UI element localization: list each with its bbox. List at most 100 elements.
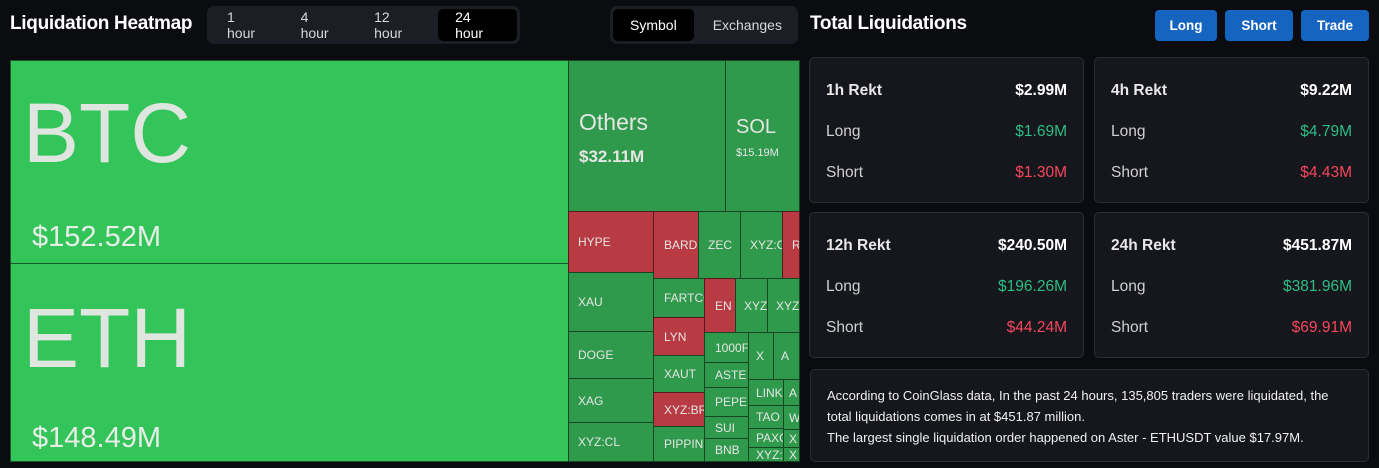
heatmap-tile[interactable]: XYZ:: [748, 447, 784, 462]
heatmap-tile[interactable]: LINK: [748, 379, 784, 406]
rekt-card-1h: 1h Rekt $2.99M Long $1.69M Short $1.30M: [809, 57, 1084, 203]
view-option-exchanges[interactable]: Exchanges: [712, 17, 782, 33]
heatmap-tile[interactable]: XAG: [568, 378, 654, 423]
tile-symbol: XAUT: [664, 367, 697, 381]
card-label: 12h Rekt: [826, 237, 891, 254]
heatmap-tile[interactable]: 1000F: [704, 332, 749, 363]
tile-symbol: XYZ:BR: [664, 402, 705, 417]
heatmap-tile[interactable]: BARD: [653, 211, 699, 279]
long-value: $196.26M: [998, 278, 1067, 295]
short-label: Short: [1111, 164, 1149, 181]
tile-symbol: SOL: [736, 116, 777, 138]
rekt-card-24h: 24h Rekt $451.87M Long $381.96M Short $69.9…: [1094, 212, 1369, 358]
view-option-symbol[interactable]: Symbol: [613, 9, 694, 41]
heatmap-tile[interactable]: PIPPIN: [653, 426, 705, 462]
card-total: $240.50M: [998, 237, 1067, 254]
heatmap-tile[interactable]: ASTE: [704, 362, 749, 388]
heatmap-tile[interactable]: A: [783, 379, 800, 406]
long-label: Long: [1111, 123, 1146, 140]
liquidation-summary: According to CoinGlass data, In the past…: [810, 369, 1369, 462]
tile-value: $148.49M: [32, 422, 161, 454]
time-option-12h[interactable]: 12 hour: [374, 9, 403, 41]
short-label: Short: [826, 164, 864, 181]
heatmap-tile[interactable]: A: [773, 332, 800, 380]
tile-symbol: SUI: [715, 420, 736, 435]
heatmap-tile[interactable]: SUI: [704, 416, 749, 439]
heatmap-tile-eth[interactable]: ETH $148.49M: [10, 263, 569, 462]
long-button[interactable]: Long: [1155, 10, 1217, 41]
heatmap-tile[interactable]: LYN: [653, 317, 705, 356]
heatmap-tile[interactable]: W: [783, 405, 800, 430]
heatmap-tile[interactable]: XYZ:BR: [653, 392, 705, 427]
summary-line-2: The largest single liquidation order hap…: [827, 430, 1304, 445]
long-value: $381.96M: [1283, 278, 1352, 295]
tile-symbol: XAG: [578, 393, 604, 408]
tile-symbol: R: [792, 238, 800, 252]
long-label: Long: [826, 123, 861, 140]
tile-value: $152.52M: [32, 221, 161, 253]
heatmap-tile[interactable]: XYZ: [767, 278, 800, 333]
time-range-selector: 1 hour 4 hour 12 hour 24 hour: [207, 6, 520, 44]
tile-symbol: PIPPIN: [664, 437, 704, 451]
tile-symbol: XYZ:CL: [578, 435, 621, 449]
card-label: 24h Rekt: [1111, 237, 1176, 254]
long-label: Long: [826, 278, 861, 295]
heatmap-tile[interactable]: XAU: [568, 272, 654, 332]
card-total: $9.22M: [1300, 82, 1352, 99]
tile-symbol: PAXG: [756, 431, 783, 445]
short-button[interactable]: Short: [1225, 10, 1293, 41]
heatmap-tile-sol[interactable]: SOL $15.19M: [725, 60, 800, 212]
heatmap-tile[interactable]: DOGE: [568, 331, 654, 379]
heatmap-tile[interactable]: X: [783, 447, 800, 462]
tile-symbol: FARTCO: [664, 291, 704, 305]
tile-symbol: BTC: [23, 86, 191, 180]
heatmap-tile-btc[interactable]: BTC $152.52M: [10, 60, 569, 264]
view-selector: Symbol Exchanges: [610, 6, 798, 44]
heatmap-tile[interactable]: X: [783, 429, 800, 448]
card-total: $451.87M: [1283, 237, 1352, 254]
tile-symbol: BARD: [664, 238, 698, 252]
time-option-24h[interactable]: 24 hour: [438, 9, 517, 41]
short-label: Short: [826, 319, 864, 336]
heatmap-tile[interactable]: XYZ: [735, 278, 768, 333]
heatmap-tile[interactable]: PAXG: [748, 428, 784, 448]
heatmap-tile[interactable]: BNB: [704, 438, 749, 462]
tile-symbol: 1000F: [715, 340, 749, 355]
tile-symbol: ZEC: [708, 238, 732, 252]
rekt-card-4h: 4h Rekt $9.22M Long $4.79M Short $4.43M: [1094, 57, 1369, 203]
tile-symbol: X: [756, 349, 765, 363]
tile-symbol: LINK: [756, 385, 783, 400]
tile-symbol: PEPE: [715, 395, 748, 409]
tile-symbol: LYN: [664, 329, 687, 344]
tile-symbol: XYZ: [744, 298, 768, 313]
heatmap-tile[interactable]: X: [748, 332, 774, 380]
tile-symbol: TAO: [756, 410, 780, 424]
heatmap-tile[interactable]: XYZ:CL: [568, 422, 654, 462]
heatmap-tile[interactable]: XAUT: [653, 355, 705, 393]
time-option-4h[interactable]: 4 hour: [300, 9, 329, 41]
time-option-1h[interactable]: 1 hour: [227, 9, 256, 41]
heatmap-tile-others[interactable]: Others $32.11M: [568, 60, 726, 212]
long-label: Long: [1111, 278, 1146, 295]
tile-symbol: XYZ: [776, 298, 800, 313]
heatmap-tile[interactable]: ZEC: [698, 211, 741, 279]
heatmap-tile[interactable]: TAO: [748, 405, 784, 429]
heatmap-tile[interactable]: PEPE: [704, 387, 749, 417]
tile-value: $32.11M: [579, 147, 645, 166]
short-value: $69.91M: [1291, 319, 1352, 336]
trade-button[interactable]: Trade: [1301, 10, 1369, 41]
heatmap-tile[interactable]: XYZ:C: [740, 211, 783, 279]
long-value: $1.69M: [1015, 123, 1067, 140]
heatmap-tile[interactable]: EN: [704, 278, 736, 333]
heatmap-tile[interactable]: HYPE: [568, 211, 654, 273]
tile-symbol: A: [789, 385, 798, 400]
heatmap-tile[interactable]: R: [782, 211, 800, 279]
total-liquidations-title: Total Liquidations: [810, 13, 967, 34]
tile-symbol: EN: [715, 298, 732, 313]
heatmap-tile[interactable]: FARTCO: [653, 278, 705, 318]
tile-symbol: X: [789, 447, 798, 462]
short-value: $44.24M: [1006, 319, 1067, 336]
long-value: $4.79M: [1300, 123, 1352, 140]
heatmap-title: Liquidation Heatmap: [10, 13, 193, 34]
